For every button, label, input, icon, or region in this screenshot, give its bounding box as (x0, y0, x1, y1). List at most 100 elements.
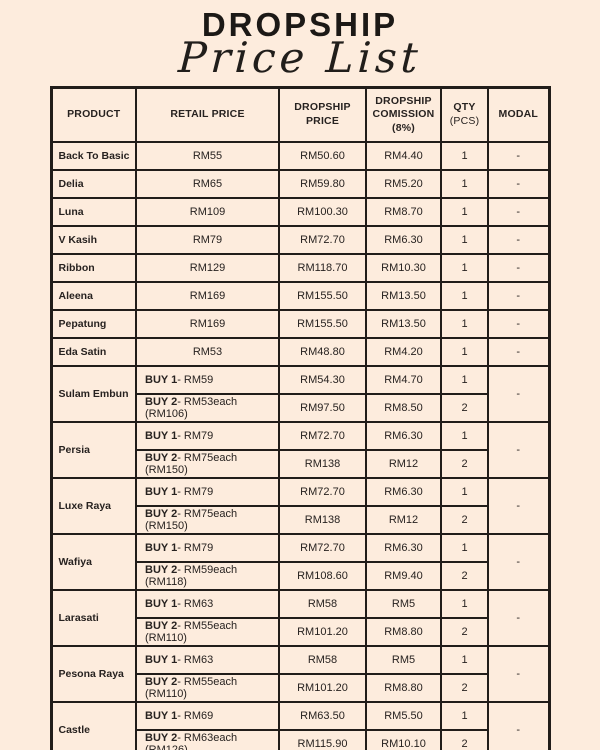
table-row-group-buy2: BUY 2- RM75each (RM150) RM138 RM12 2 (51, 449, 549, 479)
retail-price-cell: BUY 2- RM55each (RM110) (135, 617, 280, 647)
table-row-group-buy2: BUY 2- RM63each (RM126) RM115.90 RM10.10… (51, 729, 549, 750)
header-row: PRODUCT RETAIL PRICE DROPSHIP PRICE DROP… (50, 86, 550, 143)
table-row: Back To Basic RM55 RM50.60 RM4.40 1 - (50, 141, 550, 171)
table-row: Luna RM109 RM100.30 RM8.70 1 - (50, 197, 550, 227)
qty-cell: 2 (440, 449, 489, 479)
dropship-price-cell: RM58 (278, 645, 367, 675)
product-cell: Luna (50, 197, 137, 227)
modal-cell: - (487, 309, 550, 339)
dropship-price-cell: RM155.50 (278, 281, 367, 311)
commission-cell: RM6.30 (365, 225, 442, 255)
qty-cell: 1 (440, 421, 489, 451)
product-cell: V Kasih (50, 225, 137, 255)
product-cell: Luxe Raya (50, 477, 137, 535)
page-subtitle: Price List (177, 33, 423, 82)
retail-price-cell: BUY 1- RM79 (135, 421, 280, 451)
product-cell: Sulam Embun (50, 365, 137, 423)
dropship-price-cell: RM50.60 (278, 141, 367, 171)
product-cell: Pesona Raya (50, 645, 137, 703)
table-row: Eda Satin RM53 RM48.80 RM4.20 1 - (50, 337, 550, 367)
qty-cell: 1 (440, 337, 489, 367)
dropship-price-cell: RM115.90 (278, 729, 367, 750)
retail-price-cell: RM53 (135, 337, 280, 367)
retail-price-cell: BUY 1- RM79 (135, 477, 280, 507)
modal-cell: - (487, 337, 550, 367)
modal-cell: - (487, 225, 550, 255)
product-cell: Wafiya (50, 533, 137, 591)
dropship-price-cell: RM101.20 (278, 673, 367, 703)
modal-cell: - (487, 477, 550, 535)
dropship-price-cell: RM97.50 (278, 393, 367, 423)
dropship-price-cell: RM59.80 (278, 169, 367, 199)
dropship-price-cell: RM72.70 (278, 533, 367, 563)
table-header: PRODUCT RETAIL PRICE DROPSHIP PRICE DROP… (50, 86, 550, 143)
modal-cell: - (487, 141, 550, 171)
retail-price-cell: BUY 1- RM69 (135, 701, 280, 731)
table-row-group-buy1: Sulam Embun BUY 1- RM59 RM54.30 RM4.70 1… (50, 365, 550, 423)
commission-cell: RM8.50 (365, 393, 442, 423)
col-header-dropship-price: DROPSHIP PRICE (278, 86, 367, 143)
dropship-price-cell: RM72.70 (278, 421, 367, 451)
qty-cell: 1 (440, 645, 489, 675)
commission-cell: RM10.30 (365, 253, 442, 283)
table-row: V Kasih RM79 RM72.70 RM6.30 1 - (50, 225, 550, 255)
qty-cell: 1 (440, 225, 489, 255)
modal-cell: - (487, 169, 550, 199)
retail-price-cell: RM65 (135, 169, 280, 199)
commission-cell: RM5 (365, 645, 442, 675)
commission-cell: RM5 (365, 589, 442, 619)
commission-cell: RM6.30 (365, 533, 442, 563)
product-cell: Aleena (50, 281, 137, 311)
commission-cell: RM13.50 (365, 309, 442, 339)
commission-cell: RM12 (365, 449, 442, 479)
commission-cell: RM4.40 (365, 141, 442, 171)
modal-cell: - (487, 197, 550, 227)
modal-cell: - (487, 589, 550, 647)
table-row-group-buy1: Castle BUY 1- RM69 RM63.50 RM5.50 1 - (50, 701, 550, 750)
retail-price-cell: RM169 (135, 309, 280, 339)
dropship-price-cell: RM63.50 (278, 701, 367, 731)
qty-cell: 2 (440, 729, 489, 750)
dropship-price-cell: RM72.70 (278, 225, 367, 255)
dropship-price-cell: RM138 (278, 505, 367, 535)
retail-price-cell: RM79 (135, 225, 280, 255)
table-row-group-buy1: Pesona Raya BUY 1- RM63 RM58 RM5 1 - (50, 645, 550, 703)
dropship-price-cell: RM72.70 (278, 477, 367, 507)
qty-cell: 1 (440, 169, 489, 199)
modal-cell: - (487, 701, 550, 750)
table-row-group-buy1: Luxe Raya BUY 1- RM79 RM72.70 RM6.30 1 - (50, 477, 550, 535)
commission-cell: RM10.10 (365, 729, 442, 750)
commission-cell: RM5.50 (365, 701, 442, 731)
commission-cell: RM8.70 (365, 197, 442, 227)
qty-cell: 1 (440, 365, 489, 395)
retail-price-cell: BUY 2- RM75each (RM150) (135, 505, 280, 535)
qty-cell: 1 (440, 589, 489, 619)
table-row-group-buy2: BUY 2- RM53each (RM106) RM97.50 RM8.50 2 (51, 393, 549, 423)
retail-price-cell: BUY 2- RM55each (RM110) (135, 673, 280, 703)
retail-price-cell: BUY 2- RM75each (RM150) (135, 449, 280, 479)
commission-cell: RM5.20 (365, 169, 442, 199)
col-header-retail-price: RETAIL PRICE (135, 86, 280, 143)
qty-cell: 1 (440, 533, 489, 563)
retail-price-cell: RM55 (135, 141, 280, 171)
qty-cell: 1 (440, 309, 489, 339)
table-row-group-buy1: Persia BUY 1- RM79 RM72.70 RM6.30 1 - (50, 421, 550, 479)
dropship-price-cell: RM118.70 (278, 253, 367, 283)
retail-price-cell: BUY 2- RM63each (RM126) (135, 729, 280, 750)
dropship-price-cell: RM54.30 (278, 365, 367, 395)
commission-cell: RM6.30 (365, 477, 442, 507)
commission-cell: RM13.50 (365, 281, 442, 311)
product-cell: Persia (50, 421, 137, 479)
commission-cell: RM4.70 (365, 365, 442, 395)
dropship-price-cell: RM48.80 (278, 337, 367, 367)
commission-cell: RM4.20 (365, 337, 442, 367)
qty-cell: 2 (440, 505, 489, 535)
table-row-group-buy2: BUY 2- RM55each (RM110) RM101.20 RM8.80 … (51, 617, 549, 647)
qty-cell: 2 (440, 673, 489, 703)
table-row-group-buy1: Wafiya BUY 1- RM79 RM72.70 RM6.30 1 - (50, 533, 550, 591)
col-header-dropship-comission: DROPSHIP COMISSION (8%) (365, 86, 442, 143)
modal-cell: - (487, 253, 550, 283)
col-header-product: PRODUCT (50, 86, 137, 143)
price-table: PRODUCT RETAIL PRICE DROPSHIP PRICE DROP… (49, 86, 551, 750)
